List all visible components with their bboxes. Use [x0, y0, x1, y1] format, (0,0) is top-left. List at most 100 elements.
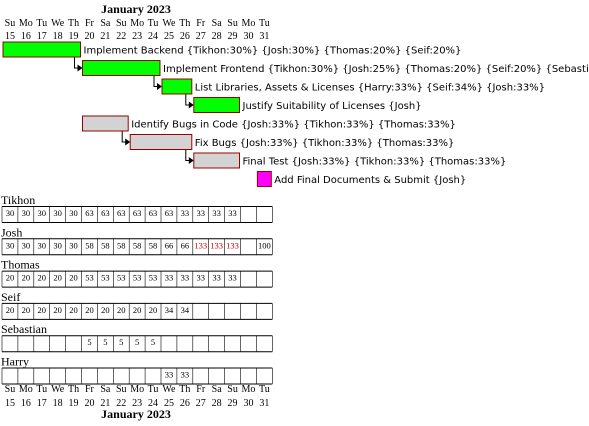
- bottom-weekday-label: Su: [227, 384, 238, 395]
- top-weekday-label: Mo: [19, 18, 33, 29]
- allocation-value: 33: [165, 370, 174, 380]
- top-weekday-label: Tu: [259, 18, 270, 29]
- bottom-weekday-label: Mo: [19, 384, 33, 395]
- bottom-weekday-label: Fr: [196, 384, 206, 395]
- allocation-value: 63: [149, 208, 158, 218]
- allocation-value: 63: [117, 208, 126, 218]
- resource-name: Sebastian: [1, 322, 47, 336]
- allocation-value: 58: [85, 240, 94, 250]
- resource-name: Tikhon: [1, 193, 35, 207]
- resource-name: Seif: [1, 290, 20, 304]
- top-day-number: 17: [37, 31, 47, 42]
- bottom-day-number: 18: [53, 398, 63, 409]
- top-weekday-label: Su: [5, 18, 16, 29]
- allocation-value: 20: [6, 273, 15, 283]
- bottom-weekday-label: Mo: [241, 384, 255, 395]
- bottom-weekday-label: Tu: [36, 384, 47, 395]
- top-weekday-label: Fr: [196, 18, 206, 29]
- top-day-number: 24: [148, 31, 158, 42]
- bottom-weekday-label: Sa: [100, 384, 111, 395]
- allocation-value: 20: [101, 305, 110, 315]
- top-weekday-label: We: [51, 18, 65, 29]
- allocation-value: 63: [85, 208, 94, 218]
- allocation-value: 53: [149, 273, 158, 283]
- task-label: Justify Suitability of Licenses {Josh}: [242, 101, 422, 112]
- bottom-weekday-label: Tu: [148, 384, 159, 395]
- allocation-value: 63: [133, 208, 142, 218]
- task-bar[interactable]: [2, 41, 81, 58]
- bottom-weekday-label: Th: [179, 384, 190, 395]
- allocation-value: 53: [133, 273, 142, 283]
- task-bar[interactable]: [129, 134, 193, 150]
- task-bar[interactable]: [82, 60, 161, 76]
- allocation-value: 20: [22, 273, 31, 283]
- allocation-value: 33: [165, 273, 174, 283]
- bottom-weekday-label: We: [51, 384, 65, 395]
- allocation-value: 30: [38, 208, 47, 218]
- allocation-value: 33: [197, 273, 206, 283]
- allocation-value: 5: [87, 337, 91, 347]
- allocation-value: 5: [103, 337, 107, 347]
- bottom-day-number: 23: [132, 398, 142, 409]
- allocation-value: 58: [101, 240, 110, 250]
- bottom-weekday-label: Fr: [85, 384, 95, 395]
- allocation-value: 20: [69, 273, 78, 283]
- allocation-value: 63: [165, 208, 174, 218]
- top-weekday-label: Fr: [85, 18, 95, 29]
- task-label: Final Test {Josh:33%} {Tikhon:33%} {Thom…: [243, 157, 507, 168]
- allocation-value: 133: [226, 240, 239, 250]
- bottom-day-number: 19: [69, 398, 79, 409]
- allocation-value: 20: [22, 305, 31, 315]
- task-bar[interactable]: [82, 115, 129, 132]
- top-day-number: 19: [69, 31, 79, 42]
- allocation-value: 33: [228, 273, 237, 283]
- bottom-day-number: 22: [116, 398, 126, 409]
- allocation-value: 20: [6, 305, 15, 315]
- resource-name: Harry: [1, 355, 29, 369]
- top-weekday-label: Su: [116, 18, 127, 29]
- arrow-head-icon: [188, 101, 194, 109]
- allocation-value: 63: [101, 208, 110, 218]
- allocation-value: 33: [181, 370, 190, 380]
- allocation-value: 33: [181, 208, 190, 218]
- top-weekday-label: Th: [68, 18, 79, 29]
- allocation-value: 30: [22, 240, 31, 250]
- top-day-number: 21: [100, 31, 110, 42]
- task-label: Fix Bugs {Josh:33%} {Tikhon:33%} {Thomas…: [195, 138, 455, 149]
- arrow-head-icon: [125, 138, 131, 146]
- task-label: Add Final Documents & Submit {Josh}: [274, 175, 466, 186]
- allocation-value: 30: [69, 208, 78, 218]
- top-weekday-label: We: [162, 18, 176, 29]
- top-day-number: 15: [5, 31, 15, 42]
- allocation-value: 133: [210, 240, 223, 250]
- resource-name: Thomas: [1, 258, 40, 272]
- top-day-number: 23: [132, 31, 142, 42]
- task-bar[interactable]: [161, 78, 193, 95]
- allocation-value: 58: [149, 240, 158, 250]
- allocation-value: 34: [181, 305, 190, 315]
- allocation-value: 30: [22, 208, 31, 218]
- top-weekday-label: Mo: [241, 18, 255, 29]
- task-label: Implement Frontend {Tikhon:30%} {Josh:25…: [163, 64, 589, 75]
- top-weekday-label: Sa: [100, 18, 111, 29]
- bottom-day-number: 24: [148, 398, 158, 409]
- dependency-links: [74, 57, 194, 164]
- task-bar[interactable]: [193, 97, 241, 113]
- top-weekday-label: Tu: [36, 18, 47, 29]
- allocation-value: 30: [6, 208, 15, 218]
- top-day-number: 20: [84, 31, 94, 42]
- task-bar[interactable]: [256, 171, 272, 187]
- task-bar[interactable]: [193, 152, 241, 169]
- allocation-value: 5: [151, 337, 155, 347]
- arrow-head-icon: [188, 157, 194, 164]
- top-day-header: Su 15 Mo 16 Tu 17 We 18 Th 19 Fr 20 Sa 21 Su 22 Mo 23 Tu 24…: [5, 18, 270, 42]
- bottom-weekday-label: Su: [116, 384, 127, 395]
- allocation-value: 30: [6, 240, 15, 250]
- allocation-value: 20: [53, 273, 62, 283]
- top-day-number: 30: [243, 31, 253, 42]
- arrow-head-icon: [157, 83, 162, 90]
- top-weekday-label: Sa: [212, 18, 223, 29]
- allocation-value: 33: [228, 208, 237, 218]
